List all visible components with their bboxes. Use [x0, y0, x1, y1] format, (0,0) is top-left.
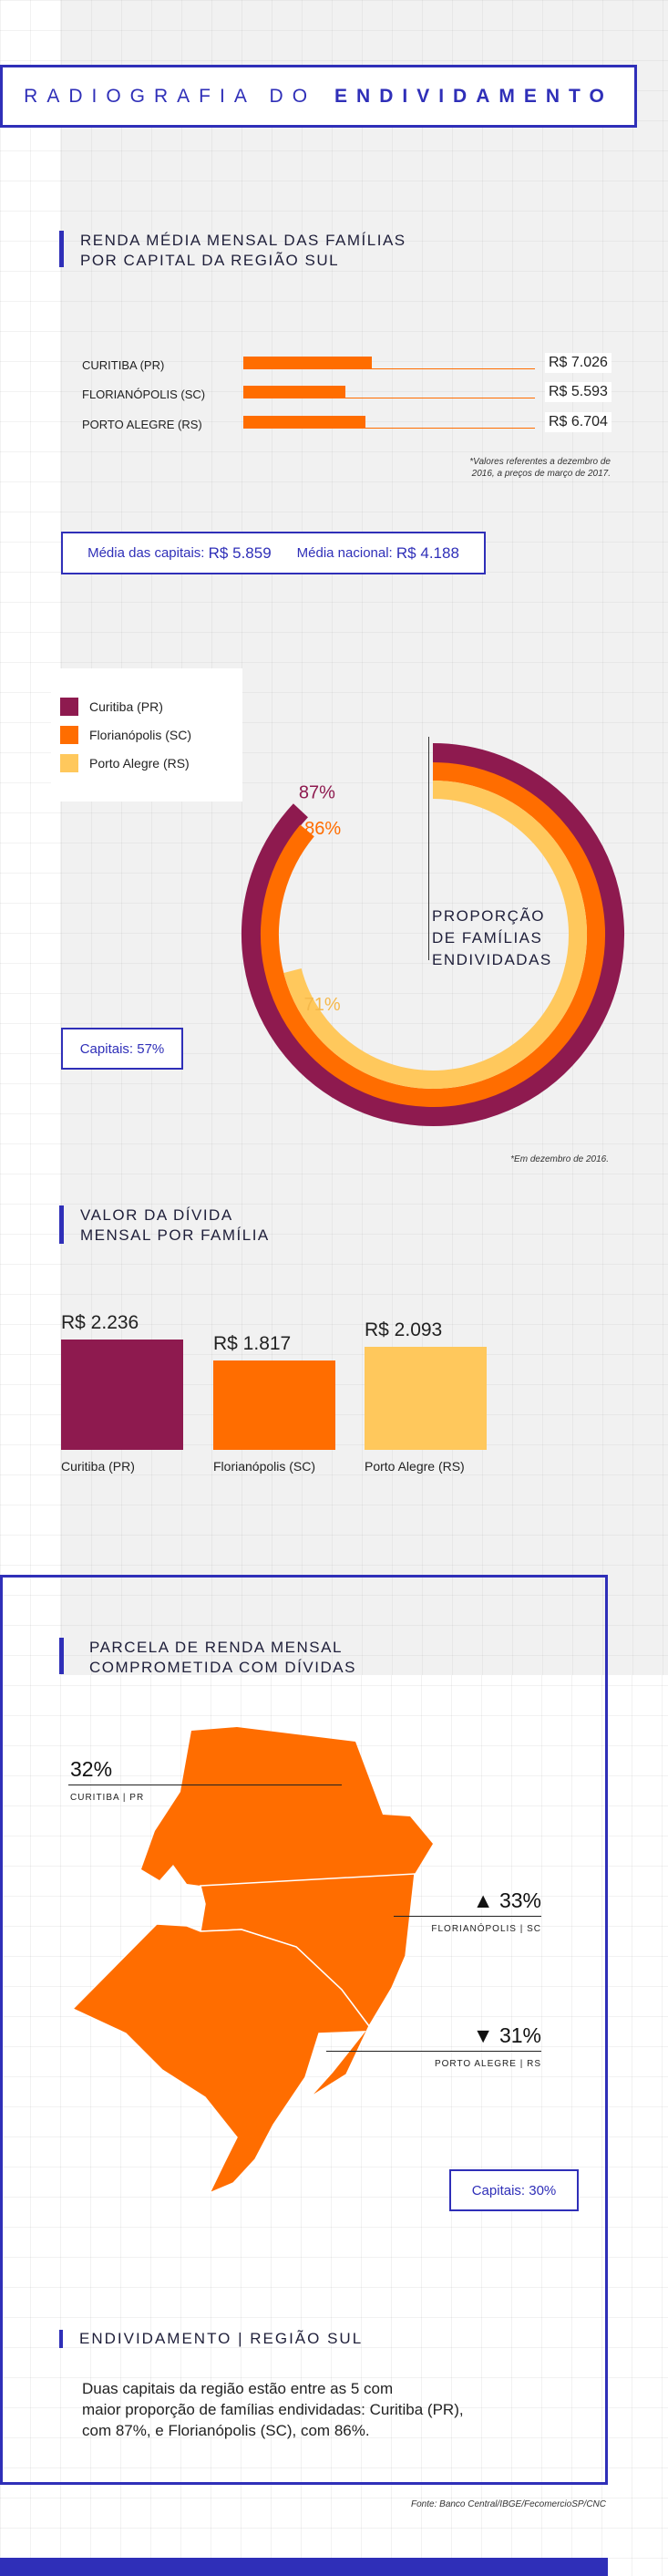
- map-value-label: ▲ 33%: [472, 1888, 541, 1912]
- legend-swatch: [60, 753, 78, 772]
- legend-item: Curitiba (PR): [60, 692, 242, 720]
- debt-bar: [61, 1340, 183, 1450]
- ring-legend: Curitiba (PR) Florianópolis (SC) Porto Ale…: [51, 668, 242, 802]
- legend-swatch: [60, 725, 78, 744]
- legend-label: Porto Alegre (RS): [89, 755, 190, 771]
- debt-category-label: Porto Alegre (RS): [365, 1459, 465, 1474]
- share-capitals-value: 57%: [137, 1040, 165, 1057]
- share-capitals-box: Capitais: 57%: [61, 1028, 183, 1070]
- legend-item: Porto Alegre (RS): [60, 749, 242, 777]
- rio-grande-do-sul-state: [71, 1923, 370, 2195]
- map-heading: PARCELA DE RENDA MENSAL COMPROMETIDA COM…: [59, 1638, 356, 1676]
- title-bold: ENDIVIDAMENTO: [334, 85, 613, 107]
- income-value-label: R$ 5.593: [545, 382, 611, 402]
- legend-item: Florianópolis (SC): [60, 720, 242, 749]
- income-category-label: PORTO ALEGRE (RS): [82, 418, 202, 431]
- legend-label: Curitiba (PR): [89, 698, 163, 714]
- footer-heading: ENDIVIDAMENTO | REGIÃO SUL: [59, 2330, 363, 2348]
- ring-arc: [283, 781, 587, 1089]
- source-note: Fonte: Banco Central/IBGE/FecomercioSP/C…: [411, 2499, 606, 2509]
- footer-heading-text: ENDIVIDAMENTO | REGIÃO SUL: [79, 2330, 364, 2347]
- debt-bar: [213, 1360, 335, 1450]
- map-value-label: ▼ 31%: [472, 2023, 541, 2047]
- ring-chart: 87% 86% 71%: [242, 743, 624, 1126]
- income-bar-track: [365, 428, 535, 429]
- national-average-value: R$ 4.188: [396, 543, 459, 562]
- income-note: *Valores referentes a dezembro de 2016, …: [469, 457, 611, 479]
- footer-text: Duas capitais da região estão entre as 5…: [82, 2380, 464, 2439]
- ring-value-label: 86%: [304, 819, 341, 839]
- income-heading-text: RENDA MÉDIA MENSAL DAS FAMÍLIAS POR CAPI…: [80, 232, 406, 269]
- income-category-label: CURITIBA (PR): [82, 358, 165, 372]
- page-title: RADIOGRAFIA DO ENDIVIDAMENTO: [0, 65, 637, 128]
- ring-value-label: 71%: [304, 995, 341, 1015]
- debt-category-label: Curitiba (PR): [61, 1459, 135, 1474]
- map-pointer-line: [326, 2051, 541, 2052]
- map-capitals-value: 30%: [529, 2182, 557, 2198]
- debt-bar: [365, 1347, 487, 1450]
- capitals-average-label: Média das capitais:: [87, 545, 205, 561]
- income-bar: [243, 386, 345, 398]
- debt-value-label: R$ 2.093: [365, 1319, 443, 1340]
- income-category-label: FLORIANÓPOLIS (SC): [82, 388, 206, 401]
- ring-arc: [242, 743, 624, 1126]
- share-capitals-label: Capitais:: [79, 1040, 134, 1057]
- debt-heading: VALOR DA DÍVIDA MENSAL POR FAMÍLIA: [59, 1205, 270, 1244]
- debt-value-label: R$ 1.817: [213, 1333, 292, 1354]
- income-heading: RENDA MÉDIA MENSAL DAS FAMÍLIAS POR CAPI…: [59, 231, 406, 269]
- share-note: *Em dezembro de 2016.: [510, 1154, 609, 1164]
- income-bar-track: [372, 368, 535, 369]
- national-average-label: Média nacional:: [296, 545, 393, 561]
- ring-arc: [261, 762, 605, 1107]
- ring-value-label: 87%: [299, 783, 335, 803]
- capitals-average-value: R$ 5.859: [208, 543, 272, 562]
- map-pointer-line: [394, 1916, 541, 1917]
- map-capitals-label: Capitais:: [471, 2182, 526, 2198]
- legend-swatch: [60, 697, 78, 716]
- debt-value-label: R$ 2.236: [61, 1312, 139, 1333]
- income-averages-box: Média das capitais: R$ 5.859 Média nacio…: [61, 532, 486, 574]
- map-capitals-box: Capitais: 30%: [449, 2169, 579, 2211]
- map-value-label: 32%: [70, 1757, 113, 1781]
- map-frame: [0, 1575, 608, 2485]
- debt-category-label: Florianópolis (SC): [213, 1459, 316, 1474]
- income-value-label: R$ 6.704: [545, 412, 611, 432]
- map-caption: PORTO ALEGRE | RS: [434, 2059, 541, 2069]
- parana-state: [141, 1727, 433, 1886]
- debt-heading-text: VALOR DA DÍVIDA MENSAL POR FAMÍLIA: [80, 1206, 270, 1244]
- income-bar: [243, 416, 365, 429]
- footer-bar: [0, 2558, 608, 2576]
- title-light: RADIOGRAFIA DO: [24, 85, 317, 107]
- southern-brazil-map: [71, 1727, 433, 2195]
- income-value-label: R$ 7.026: [545, 353, 611, 373]
- map-heading-text: PARCELA DE RENDA MENSAL COMPROMETIDA COM…: [89, 1639, 356, 1676]
- ring-label-line: [428, 737, 429, 960]
- income-bar: [243, 357, 372, 369]
- map-caption: CURITIBA | PR: [70, 1793, 145, 1803]
- legend-label: Florianópolis (SC): [89, 727, 192, 742]
- map-caption: FLORIANÓPOLIS | SC: [431, 1924, 541, 1934]
- ring-label: PROPORÇÃO DE FAMÍLIAS ENDIVIDADAS: [432, 907, 552, 968]
